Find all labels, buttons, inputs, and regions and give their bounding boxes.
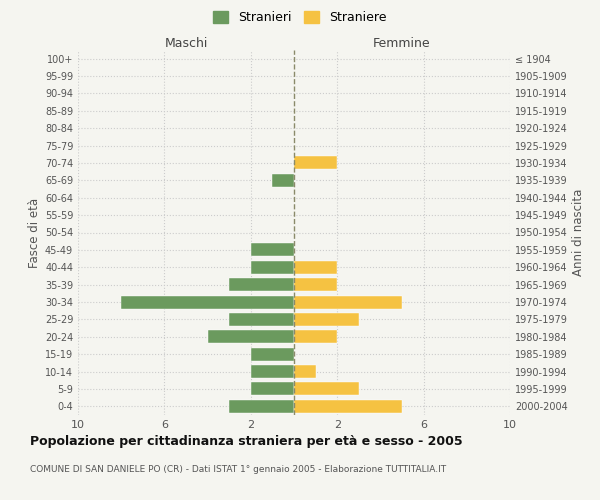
Text: Femmine: Femmine [373, 37, 431, 50]
Bar [294, 278, 337, 291]
Text: Maschi: Maschi [164, 37, 208, 50]
Bar [208, 330, 294, 344]
Bar [121, 296, 294, 308]
Bar [294, 365, 316, 378]
Bar [251, 348, 294, 360]
Bar [251, 382, 294, 396]
Text: COMUNE DI SAN DANIELE PO (CR) - Dati ISTAT 1° gennaio 2005 - Elaborazione TUTTIT: COMUNE DI SAN DANIELE PO (CR) - Dati IST… [30, 465, 446, 474]
Bar [294, 382, 359, 396]
Bar [229, 278, 294, 291]
Bar [272, 174, 294, 187]
Bar [229, 400, 294, 413]
Bar [294, 400, 402, 413]
Text: Popolazione per cittadinanza straniera per età e sesso - 2005: Popolazione per cittadinanza straniera p… [30, 435, 463, 448]
Bar [294, 330, 337, 344]
Bar [294, 260, 337, 274]
Bar [294, 156, 337, 170]
Bar [294, 313, 359, 326]
Legend: Stranieri, Straniere: Stranieri, Straniere [208, 6, 392, 29]
Bar [251, 365, 294, 378]
Y-axis label: Anni di nascita: Anni di nascita [572, 189, 585, 276]
Y-axis label: Fasce di età: Fasce di età [28, 198, 41, 268]
Bar [294, 296, 402, 308]
Bar [251, 260, 294, 274]
Bar [251, 244, 294, 256]
Bar [229, 313, 294, 326]
